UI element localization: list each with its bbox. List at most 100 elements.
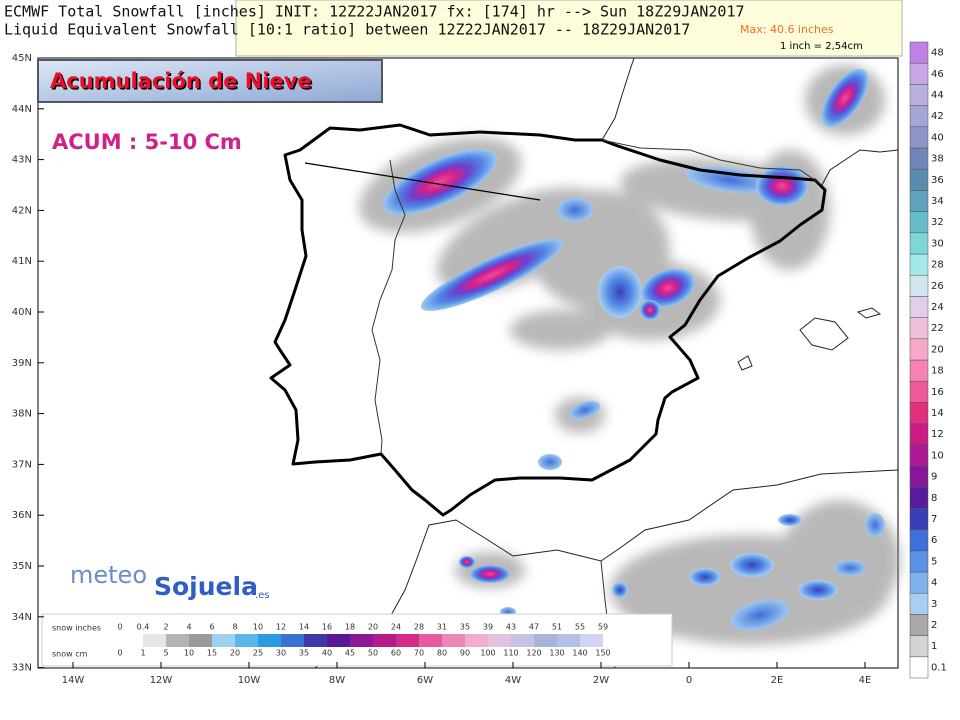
- colorbar-label: 38: [931, 154, 944, 165]
- lat-label: 41N: [12, 256, 32, 267]
- legend-cm-title: snow cm: [52, 650, 88, 659]
- lon-label: 12W: [150, 675, 173, 686]
- colorbar-label: 44: [931, 90, 944, 101]
- header-line2: Liquid Equivalent Snowfall [10:1 ratio] …: [4, 21, 690, 39]
- legend-inches-label: 51: [552, 623, 562, 632]
- legend-swatch: [465, 634, 488, 647]
- overlay-title-shadow: Acumulación de Nieve: [52, 71, 314, 95]
- colorbar-cell: [909, 253, 929, 276]
- colorbar-label: 3: [931, 599, 937, 610]
- legend-cm-label: 20: [230, 649, 240, 658]
- legend-inches-label: 18: [345, 623, 355, 632]
- colorbar-cell: [909, 62, 929, 85]
- colorbar-label: 12: [931, 429, 944, 440]
- legend-swatch: [419, 634, 442, 647]
- legend-swatch: [120, 634, 143, 647]
- legend-cm-label: 130: [549, 649, 564, 658]
- legend-swatch: [327, 634, 350, 647]
- lat-label: 44N: [12, 104, 32, 115]
- conversion: 1 inch = 2,54cm: [780, 41, 863, 52]
- logo-meteo: meteo: [70, 561, 147, 589]
- lon-label: 14W: [62, 675, 85, 686]
- colorbar-label: 32: [931, 217, 944, 228]
- colorbar-cell: [909, 338, 929, 361]
- legend-inches-label: 12: [276, 623, 286, 632]
- colorbar-label: 28: [931, 260, 944, 271]
- lat-label: 33N: [12, 663, 32, 674]
- colorbar-label: 0.1: [931, 662, 947, 673]
- colorbar-cell: [909, 508, 929, 530]
- colorbar-cell: [909, 656, 929, 679]
- overlay-title-box: [37, 59, 383, 103]
- legend-cm-label: 50: [368, 649, 378, 658]
- legend-swatch: [143, 634, 166, 647]
- lon-label: 4E: [859, 675, 872, 686]
- max-box: [235, 0, 903, 57]
- lat-label: 34N: [12, 612, 32, 623]
- colorbar-label: 26: [931, 281, 944, 292]
- legend-swatch: [189, 634, 212, 647]
- legend-cm-label: 30: [276, 649, 286, 658]
- colorbar-label: 9: [931, 472, 937, 483]
- balearic-menorca: [856, 307, 882, 319]
- lat-label: 39N: [12, 358, 32, 369]
- legend-cm-label: 15: [207, 649, 217, 658]
- pointer-line: [304, 162, 541, 201]
- legend-swatch: [212, 634, 235, 647]
- logo-es: .es: [255, 590, 270, 601]
- colorbar-cell: [909, 571, 929, 594]
- legend-inches-label: 28: [414, 623, 424, 632]
- colorbar-label: 22: [931, 323, 944, 334]
- legend-inches-label: 20: [368, 623, 378, 632]
- colorbar-cell: [909, 274, 929, 297]
- colorbar-cell: [909, 359, 929, 382]
- legend-swatch: [373, 634, 396, 647]
- legend-cm-label: 0: [117, 649, 122, 658]
- legend-inches-label: 43: [506, 623, 516, 632]
- colorbar-cell: [909, 402, 929, 424]
- legend-inches-label: 35: [460, 623, 470, 632]
- legend-inches-label: 2: [163, 623, 168, 632]
- lon-label: 2W: [593, 675, 609, 686]
- legend-inches-label: 39: [483, 623, 493, 632]
- legend-inches-label: 47: [529, 623, 539, 632]
- colorbar-cell: [909, 529, 929, 552]
- legend-cm-label: 80: [437, 649, 447, 658]
- legend-swatch: [396, 634, 419, 647]
- lat-label: 36N: [12, 510, 32, 521]
- legend-cm-label: 60: [391, 649, 401, 658]
- north-africa-coast: [314, 469, 899, 669]
- legend-cm-label: 70: [414, 649, 424, 658]
- colorbar-cell: [909, 317, 929, 340]
- colorbar-cell: [909, 444, 929, 467]
- legend-inches-label: 4: [186, 623, 191, 632]
- colorbar-label: 42: [931, 111, 944, 122]
- colorbar-label: 46: [931, 69, 944, 80]
- legend-inches-label: 0.4: [137, 623, 150, 632]
- colorbar-cell: [909, 84, 929, 106]
- legend-cm-label: 140: [572, 649, 587, 658]
- lat-label: 40N: [12, 307, 32, 318]
- legend-cm-label: 90: [460, 649, 470, 658]
- colorbar-label: 14: [931, 408, 944, 419]
- colorbar-cell: [909, 380, 929, 403]
- lat-label: 43N: [12, 155, 32, 166]
- colorbar-cell: [909, 211, 929, 234]
- header-line1: ECMWF Total Snowfall [inches] INIT: 12Z2…: [4, 3, 745, 21]
- legend-cm-label: 110: [503, 649, 518, 658]
- colorbar-cell: [909, 190, 929, 212]
- colorbar-label: 34: [931, 196, 944, 207]
- lat-label: 37N: [12, 459, 32, 470]
- legend-cm-label: 1: [140, 649, 145, 658]
- balearic-mallorca: [799, 317, 849, 351]
- colorbar-label: 10: [931, 450, 944, 461]
- lon-label: 8W: [329, 675, 345, 686]
- legend-swatch: [281, 634, 304, 647]
- france-coast: [601, 57, 635, 141]
- colorbar-cell: [909, 423, 929, 446]
- legend-inches-label: 24: [391, 623, 401, 632]
- colorbar-label: 16: [931, 387, 944, 398]
- legend-swatch: [235, 634, 258, 647]
- colorbar-label: 20: [931, 344, 944, 355]
